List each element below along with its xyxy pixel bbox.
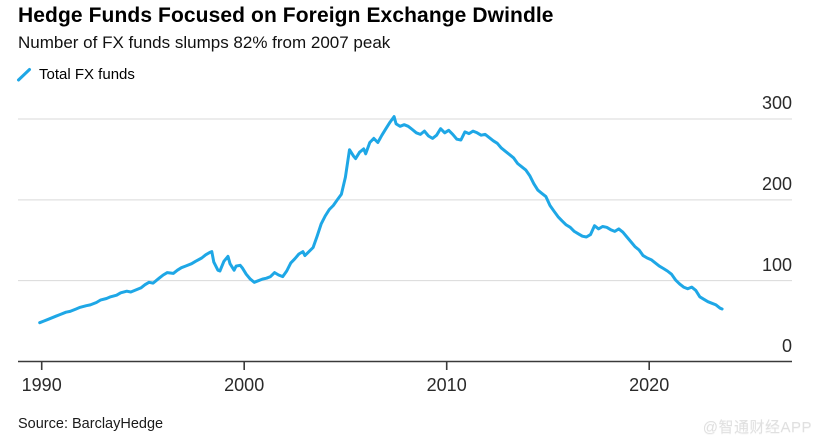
y-axis-tick-label: 100 [761,254,792,275]
x-axis-tick-label: 2020 [629,375,670,395]
y-axis-tick-label: 0 [781,335,792,356]
y-axis-tick-label: 200 [761,173,792,194]
x-axis-tick-label: 2000 [224,375,265,395]
x-axis-tick-label: 2010 [426,375,467,395]
watermark-label: @智通财经APP [702,419,812,436]
legend-line-icon [17,67,31,81]
fx-funds-line-series [38,115,724,325]
source-label: Source: BarclayHedge [18,416,164,432]
legend-label: Total FX funds [39,66,135,83]
y-axis-tick-label: 300 [761,93,792,113]
legend: Total FX funds [16,66,135,83]
page-subtitle: Number of FX funds slumps 82% from 2007 … [18,33,391,52]
x-axis-tick-label: 1990 [21,375,62,395]
page-title: Hedge Funds Focused on Foreign Exchange … [18,4,554,27]
